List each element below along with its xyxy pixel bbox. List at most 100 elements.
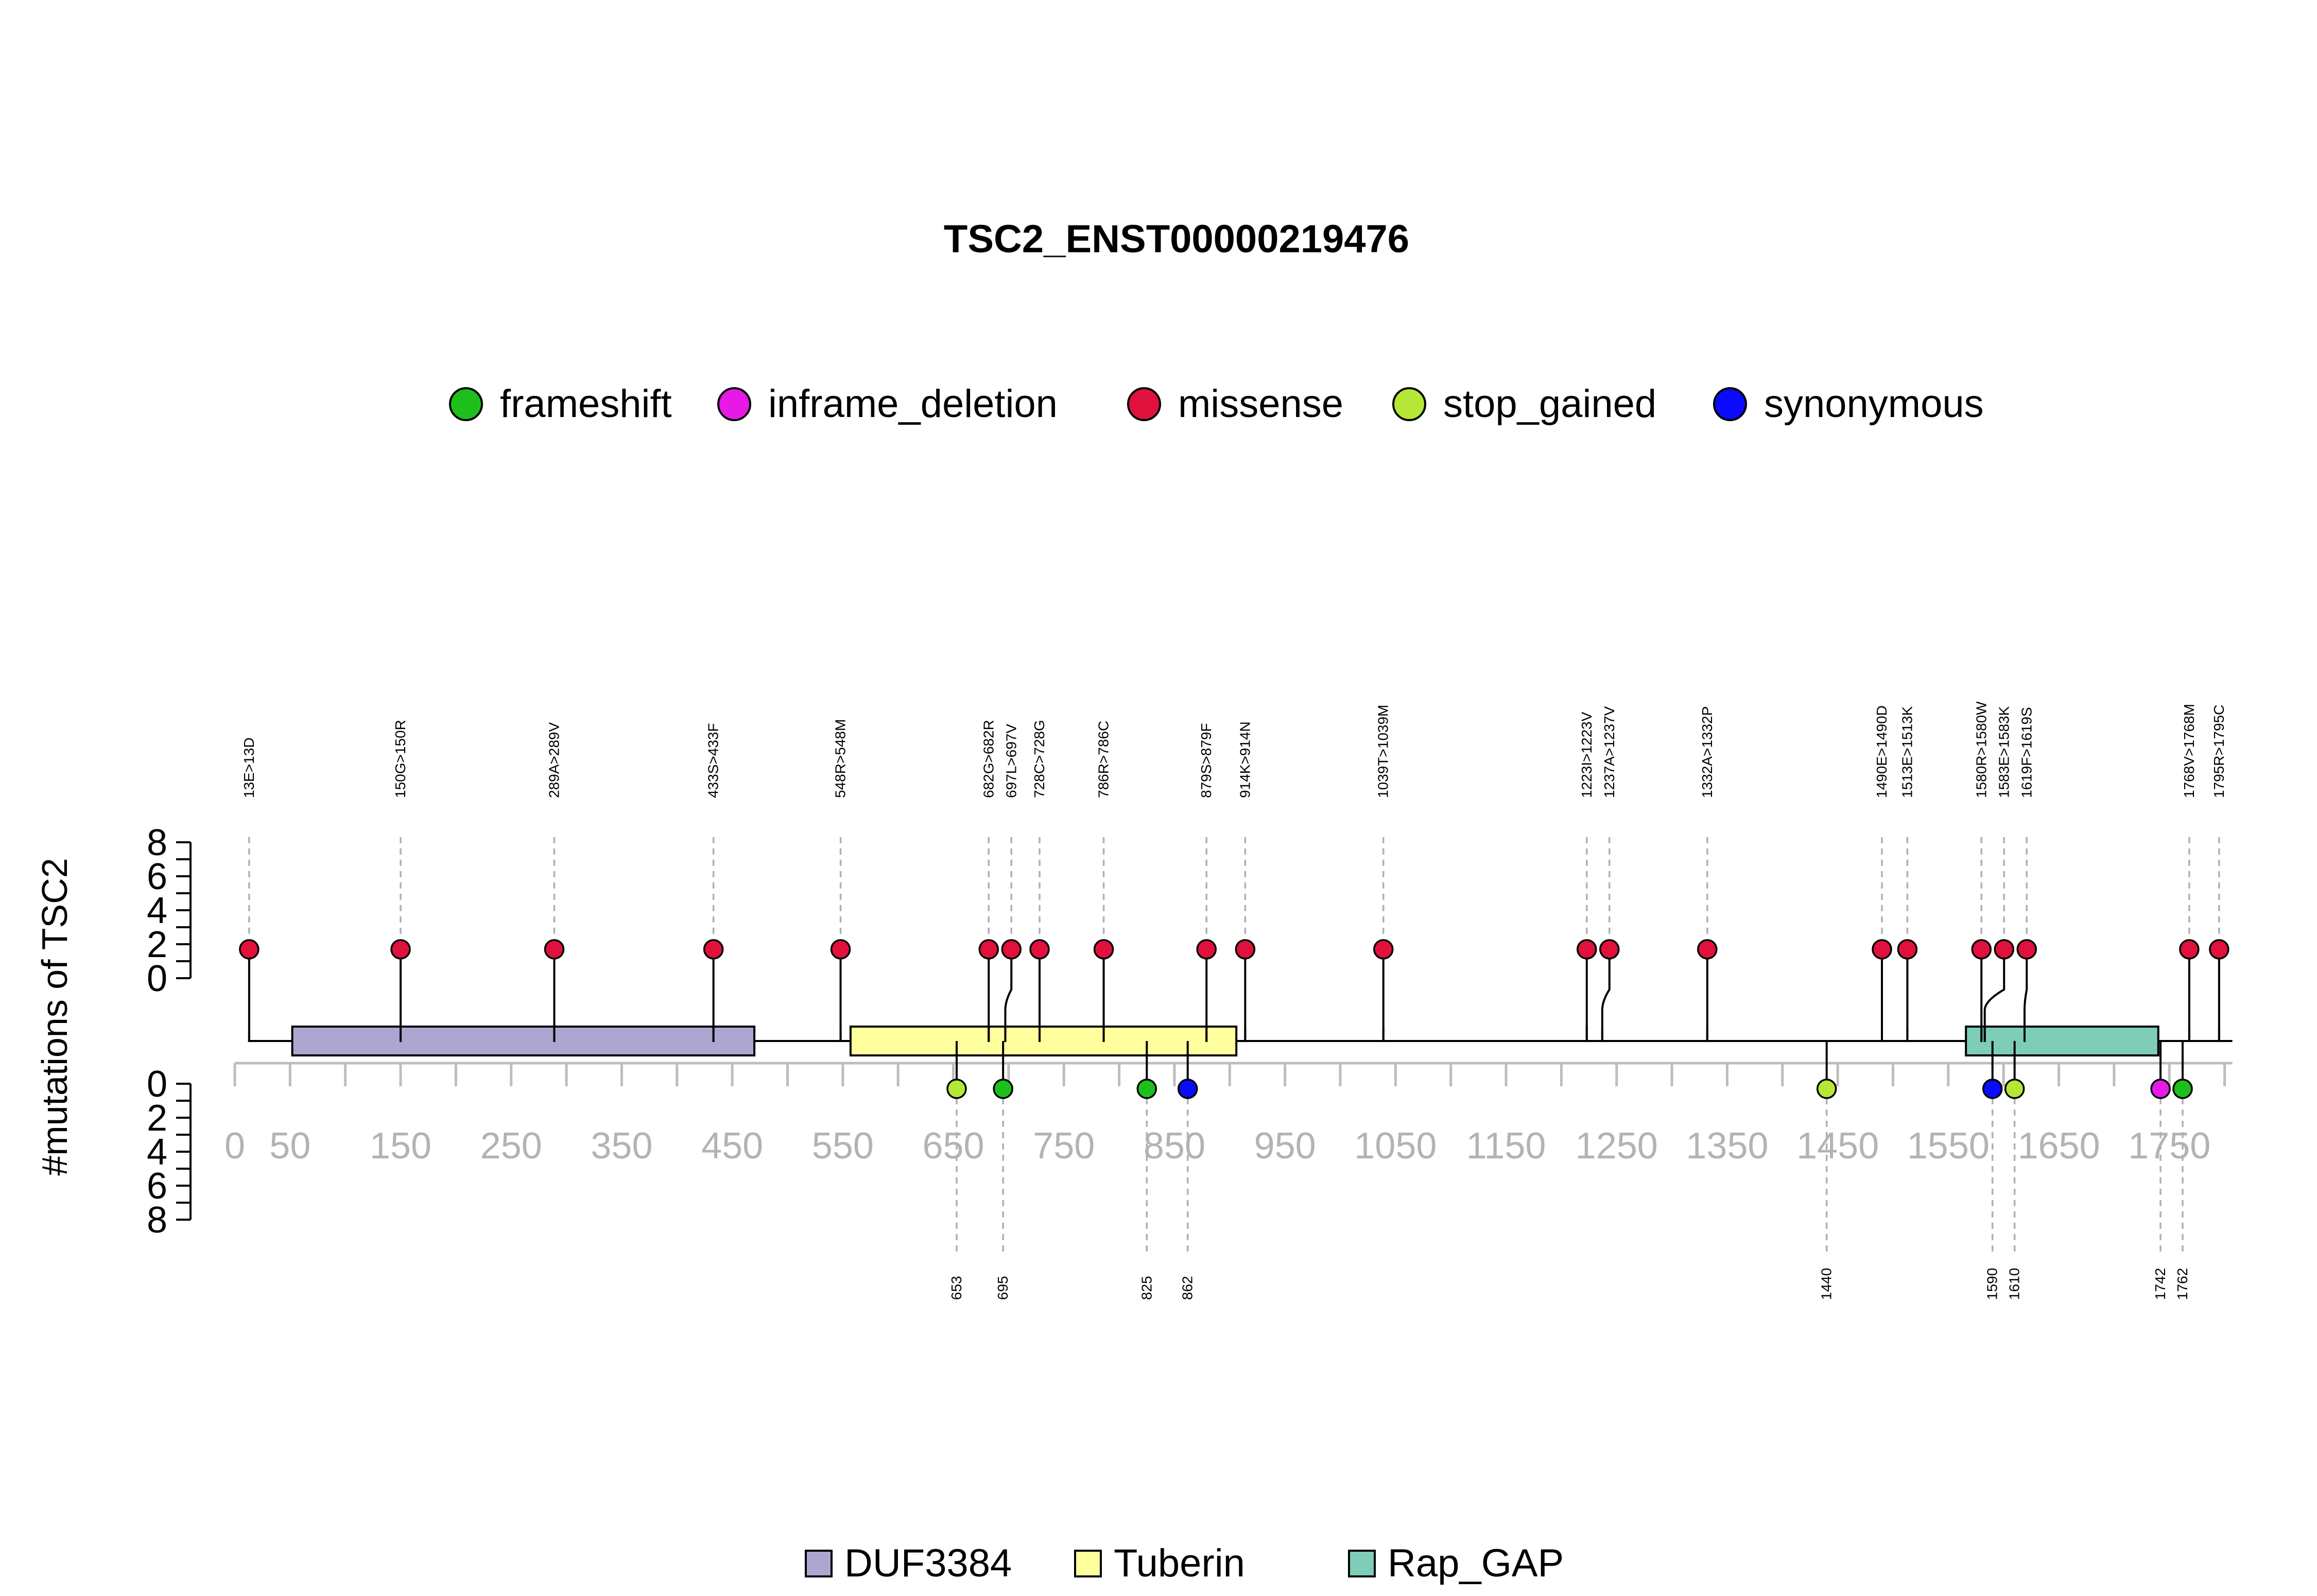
x-tick-label: 1250 bbox=[1576, 1125, 1658, 1167]
x-tick-label: 550 bbox=[812, 1125, 874, 1167]
top-stems bbox=[248, 834, 2220, 1042]
top-stem bbox=[1004, 949, 1013, 1041]
x-tick-label: 250 bbox=[480, 1125, 542, 1167]
domain-DUF3384 bbox=[291, 1026, 756, 1056]
mutation-label: 862 bbox=[1180, 1276, 1196, 1300]
mutation-label: 1513E>1513K bbox=[1899, 706, 1915, 798]
mutation-label: 1223I>1223V bbox=[1579, 712, 1595, 798]
domain-Tuberin bbox=[849, 1026, 1238, 1056]
domain-legend-swatch-Tuberin bbox=[1074, 1550, 1102, 1577]
y-tick-label-top: 8 bbox=[147, 822, 167, 863]
mutation-label: 1742 bbox=[2152, 1268, 2168, 1300]
mutation-label: 697L>697V bbox=[1003, 724, 1019, 798]
mutation-point-missense bbox=[1697, 939, 1718, 960]
x-tick-label: 1150 bbox=[1466, 1125, 1546, 1167]
legend-marker-stop_gained bbox=[1392, 387, 1426, 421]
legend-label-inframe_deletion: inframe_deletion bbox=[768, 382, 1058, 426]
mutation-label: 914K>914N bbox=[1237, 721, 1253, 798]
domain-legend-label-DUF3384: DUF3384 bbox=[844, 1541, 1012, 1585]
y-tick-label-top: 2 bbox=[147, 924, 167, 965]
mutation-point-missense bbox=[1196, 939, 1217, 960]
mutation-point-stop_gained bbox=[2004, 1079, 2025, 1099]
legend-label-synonymous: synonymous bbox=[1764, 382, 1984, 426]
x-tick-label: 1550 bbox=[1907, 1125, 1990, 1167]
x-tick-label: 650 bbox=[922, 1125, 984, 1167]
x-tick-label: 1750 bbox=[2128, 1125, 2210, 1167]
top-stem bbox=[1601, 949, 1611, 1041]
mutation-label: 682G>682R bbox=[980, 720, 996, 798]
domain-legend: DUF3384 Tuberin Rap_GAP bbox=[805, 1541, 1564, 1585]
y-tick-label-bottom: 4 bbox=[147, 1132, 167, 1173]
mutation-label: 653 bbox=[948, 1276, 964, 1300]
x-tick-label: 150 bbox=[370, 1125, 431, 1167]
mutations-bottom: 653 695 825 862 1440 1590 1610 1742 1762 bbox=[946, 1041, 2193, 1300]
x-tick-label: 1050 bbox=[1354, 1125, 1437, 1167]
legend-label-missense: missense bbox=[1178, 382, 1343, 426]
mutation-label: 433S>433F bbox=[705, 723, 721, 798]
mutation-label: 1583E>1583K bbox=[1996, 706, 2012, 798]
mutation-label: 1619F>1619S bbox=[2018, 707, 2034, 798]
x-tick-label: 1650 bbox=[2017, 1125, 2100, 1167]
chart-title: TSC2_ENST00000219476 bbox=[944, 217, 1409, 261]
mutation-label: 1610 bbox=[2007, 1268, 2022, 1300]
mutation-label: 1795R>1795C bbox=[2211, 705, 2227, 798]
top-stem bbox=[2023, 949, 2028, 1041]
mutation-label: 1762 bbox=[2174, 1268, 2190, 1300]
mutation-label: 1768V>1768M bbox=[2181, 704, 2197, 798]
mutation-label: 695 bbox=[995, 1276, 1011, 1300]
mutation-label: 548R>548M bbox=[833, 719, 849, 798]
mutation-point-missense bbox=[1235, 939, 1256, 960]
mutation-label: 825 bbox=[1138, 1276, 1154, 1300]
mutation-point-missense bbox=[1577, 939, 1597, 960]
mutation-point-missense bbox=[2209, 939, 2229, 960]
x-tick-label: 450 bbox=[701, 1125, 763, 1167]
x-tick-label: 0 bbox=[224, 1125, 245, 1167]
mutation-point-missense bbox=[1373, 939, 1394, 960]
mutation-type-legend: frameshift inframe_deletion missense stop_g… bbox=[449, 382, 1984, 426]
mutation-label: 728C>728G bbox=[1031, 720, 1047, 798]
y-tick-label-bottom: 0 bbox=[147, 1064, 167, 1105]
mutation-point-stop_gained bbox=[1816, 1079, 1837, 1099]
y-tick-label-top: 4 bbox=[147, 890, 167, 931]
mutations-top: 13E>13D 150G>150R 289A>289V 433S>433F 548R>5… bbox=[239, 701, 2229, 1042]
mutation-point-missense bbox=[978, 939, 999, 960]
mutation-label: 879S>879F bbox=[1198, 723, 1214, 798]
protein-domains bbox=[291, 1026, 2159, 1056]
mutation-label: 1039T>1039M bbox=[1375, 705, 1391, 798]
mutation-point-frameshift bbox=[2172, 1079, 2193, 1099]
legend-marker-missense bbox=[1127, 387, 1161, 421]
domain-legend-label-Tuberin: Tuberin bbox=[1114, 1541, 1245, 1585]
mutation-label: 786R>786C bbox=[1096, 721, 1112, 798]
y-tick-label-bottom: 8 bbox=[147, 1200, 167, 1241]
x-tick-label: 350 bbox=[591, 1125, 652, 1167]
mutation-point-frameshift bbox=[993, 1079, 1013, 1099]
x-tick-label: 1450 bbox=[1796, 1125, 1879, 1167]
domain-Rap_GAP bbox=[1965, 1026, 2159, 1056]
mutation-point-synonymous bbox=[1982, 1079, 2003, 1099]
legend-marker-inframe_deletion bbox=[717, 387, 751, 421]
legend-marker-synonymous bbox=[1713, 387, 1747, 421]
y-tick-label-bottom: 6 bbox=[147, 1166, 167, 1207]
top-stem bbox=[1983, 949, 2005, 1041]
mutation-point-missense bbox=[1029, 939, 1050, 960]
mutation-point-missense bbox=[2179, 939, 2200, 960]
mutation-point-missense bbox=[1001, 939, 1022, 960]
mutation-point-synonymous bbox=[1177, 1079, 1198, 1099]
x-tick-label: 950 bbox=[1254, 1125, 1316, 1167]
mutation-label: 150G>150R bbox=[392, 720, 408, 798]
mutation-point-stop_gained bbox=[946, 1079, 967, 1099]
mutation-point-missense bbox=[703, 939, 724, 960]
mutation-point-missense bbox=[1599, 939, 1620, 960]
mutation-label: 289A>289V bbox=[546, 722, 562, 798]
legend-label-frameshift: frameshift bbox=[500, 382, 672, 426]
x-tick-label: 50 bbox=[269, 1125, 310, 1167]
x-axis: 0 50 150 250 350 450 550 650 750 850 950 1050 1150 12… bbox=[224, 1062, 2233, 1167]
mutation-label: 1440 bbox=[1819, 1268, 1835, 1300]
mutation-point-inframe_deletion bbox=[2150, 1079, 2171, 1099]
mutation-point-missense bbox=[544, 939, 565, 960]
mutation-point-missense bbox=[1093, 939, 1114, 960]
x-tick-label: 1350 bbox=[1686, 1125, 1768, 1167]
y-tick-label-bottom: 2 bbox=[147, 1098, 167, 1139]
